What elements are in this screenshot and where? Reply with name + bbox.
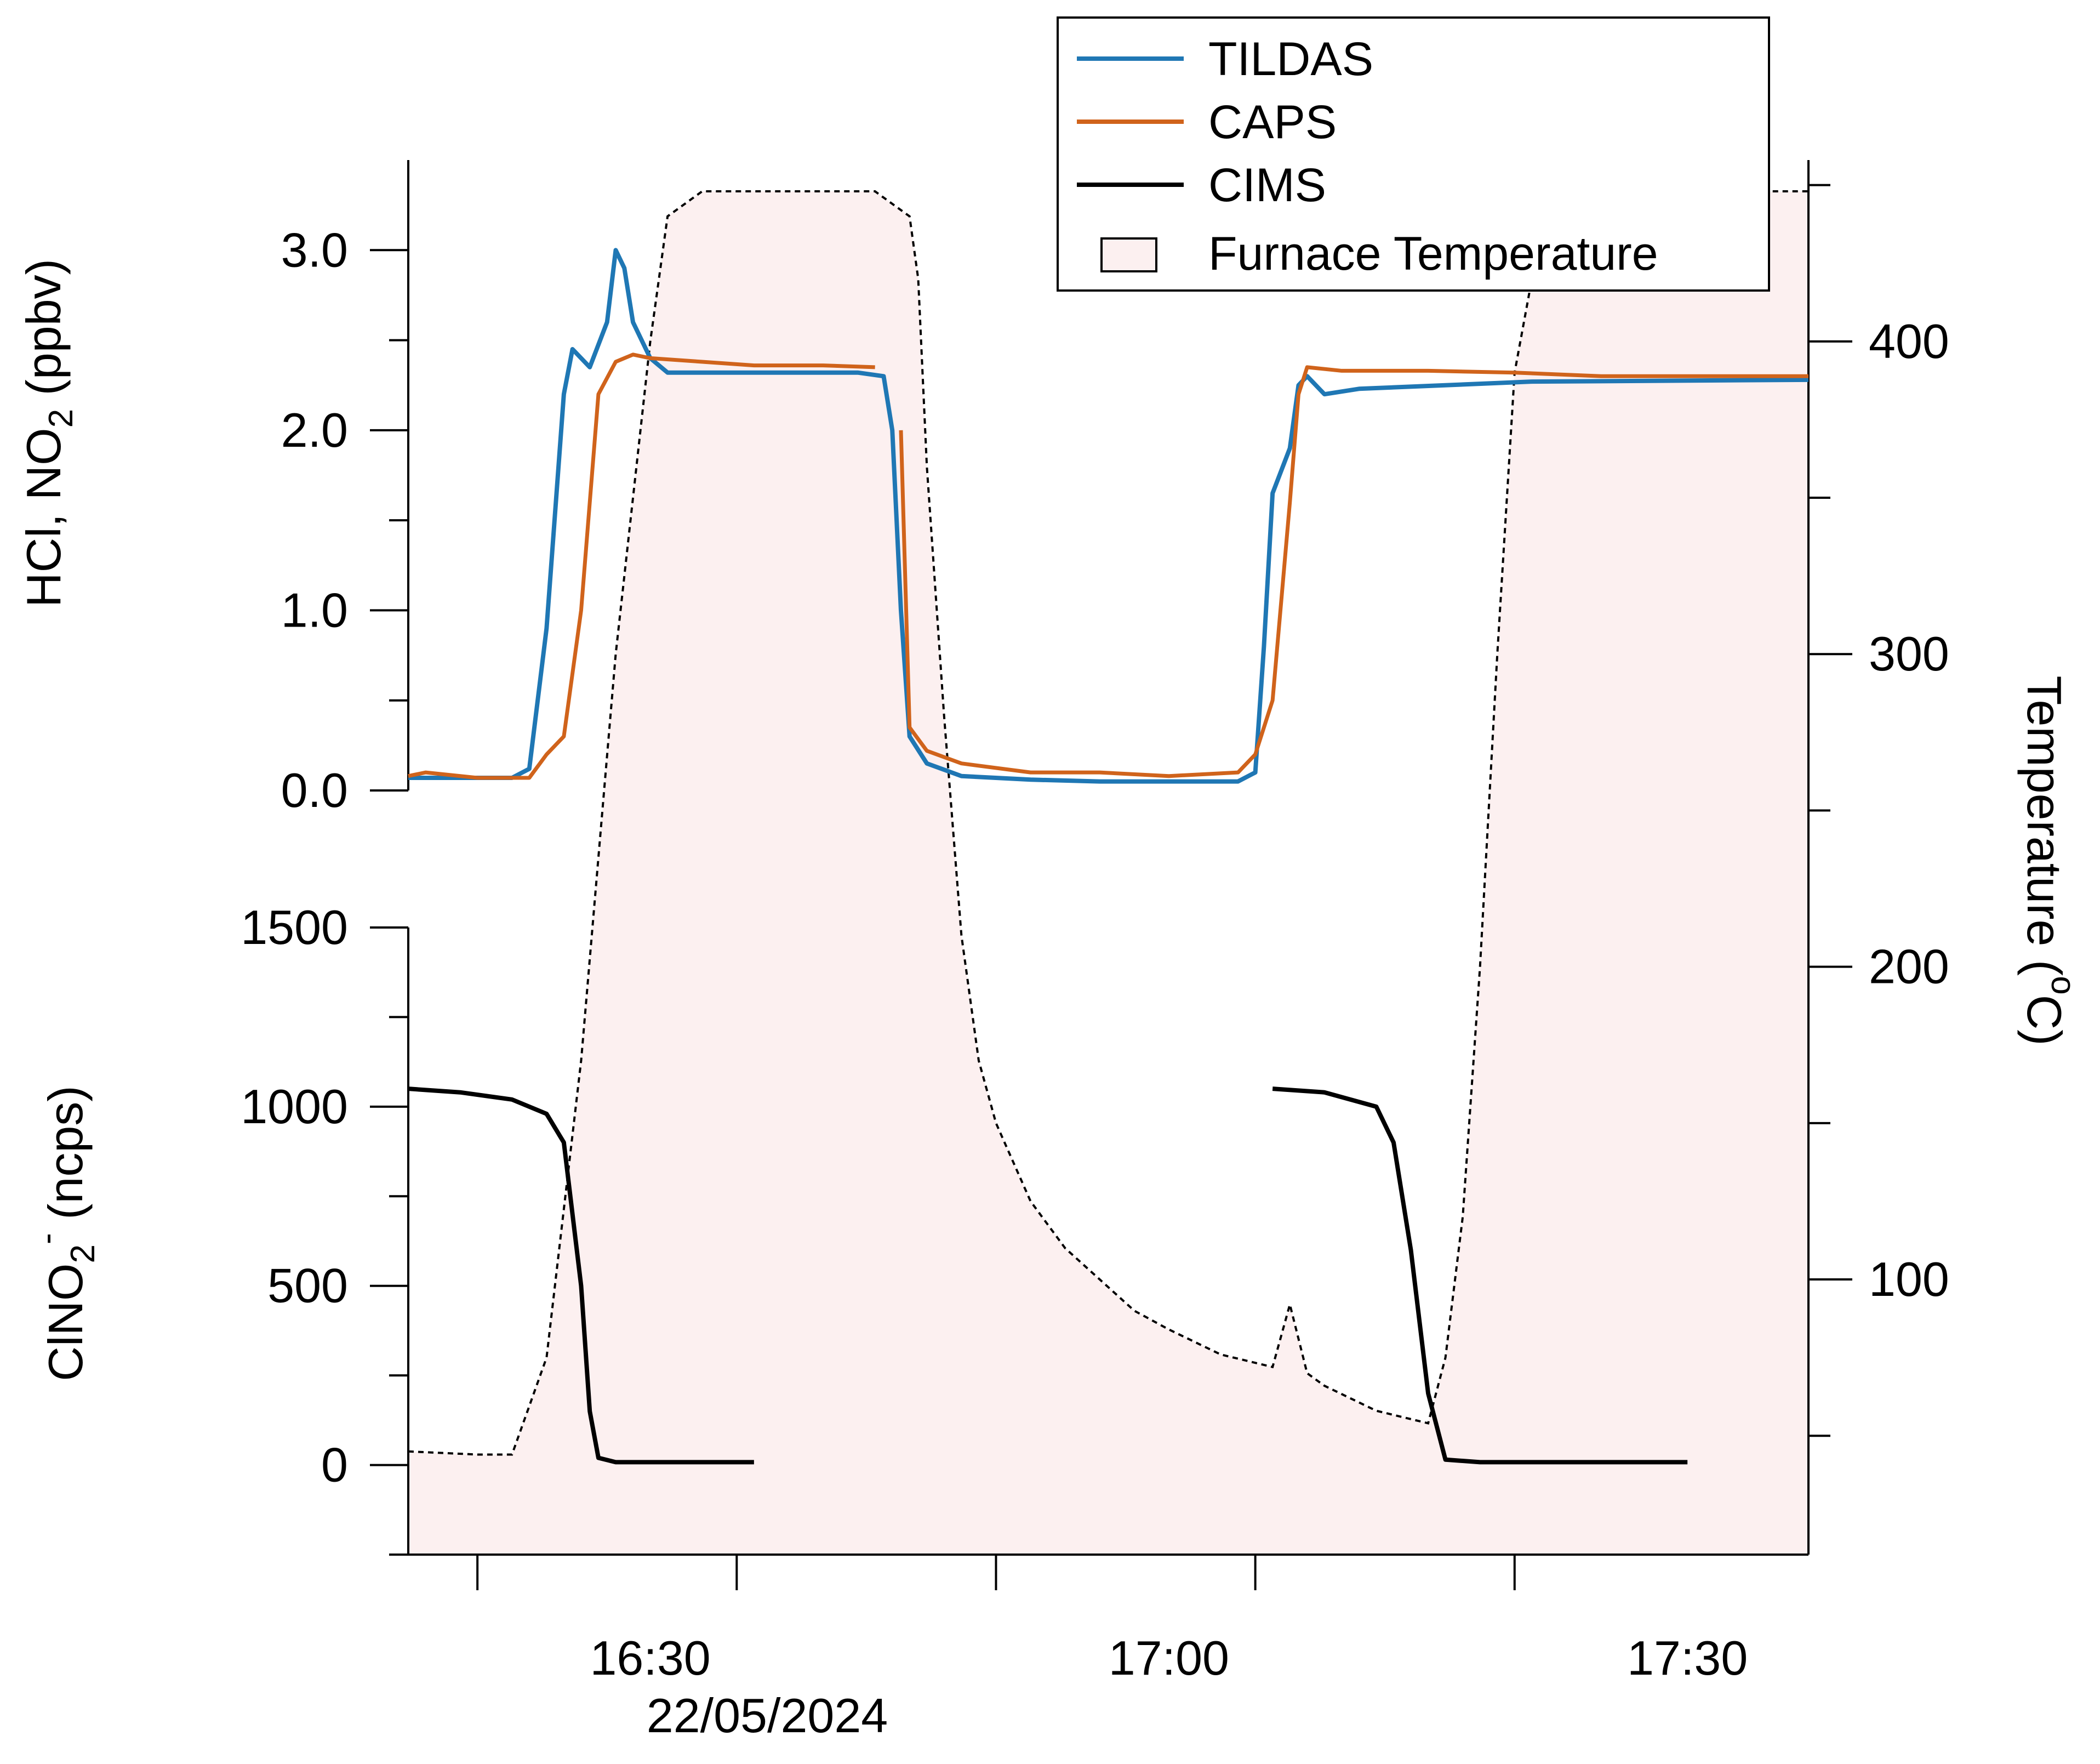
right-y-tick-label: 100: [1869, 1252, 1949, 1306]
bottom-ylabel: ClNO2- (ncps): [28, 1085, 102, 1381]
top-ylabel: HCl, NO2 (ppbv): [16, 259, 80, 607]
top-y-tick-label: 2.0: [281, 403, 348, 457]
temperature-layer: [408, 190, 1808, 1555]
axes-layer: 0.0 1.0 2.0 3.0 0 500 1000 1500 100 200 300 400 16:3…: [241, 160, 1949, 1685]
top-y-tick-label: 1.0: [281, 583, 348, 637]
bottom-y-tick-label: 1000: [241, 1079, 348, 1134]
bottom-y-tick-label: 0: [321, 1438, 348, 1492]
x-tick-label: 17:30: [1627, 1631, 1748, 1685]
right-y-tick-label: 400: [1869, 314, 1949, 368]
bottom-y-tick-label: 500: [267, 1259, 348, 1313]
series-layer: [408, 248, 1809, 1465]
date-label: 22/05/2024: [647, 1688, 888, 1743]
legend-label-tildas: TILDAS: [1208, 33, 1373, 86]
series-line-caps: [408, 352, 875, 780]
legend-box: [1057, 16, 1770, 292]
labels-layer: 22/05/2024 HCl, NO2 (ppbv) ClNO2- (ncps)…: [16, 259, 2082, 1743]
legend-label-furnace: Furnace Temperature: [1208, 227, 1658, 280]
x-tick-label: 16:30: [590, 1631, 710, 1685]
series-line-cims: [1272, 1086, 1688, 1465]
top-y-tick-label: 0.0: [281, 763, 348, 817]
legend-label-caps: CAPS: [1208, 96, 1337, 149]
right-ylabel: Temperature (oC): [2017, 675, 2082, 1045]
right-y-tick-label: 200: [1869, 940, 1949, 994]
right-y-tick-label: 300: [1869, 627, 1949, 681]
legend-label-cims: CIMS: [1208, 159, 1326, 212]
series-line-cims: [408, 1086, 754, 1465]
furnace-temperature-line: [408, 190, 1808, 1456]
x-tick-label: 17:00: [1109, 1631, 1229, 1685]
legend: TILDAS CAPS CIMS Furnace Temperature: [1057, 16, 1770, 292]
top-y-tick-label: 3.0: [281, 223, 348, 277]
series-line-caps: [899, 365, 1808, 778]
bottom-y-tick-label: 1500: [241, 900, 348, 954]
furnace-temperature-fill: [408, 191, 1808, 1555]
legend-swatch-furnace: [1100, 237, 1157, 272]
